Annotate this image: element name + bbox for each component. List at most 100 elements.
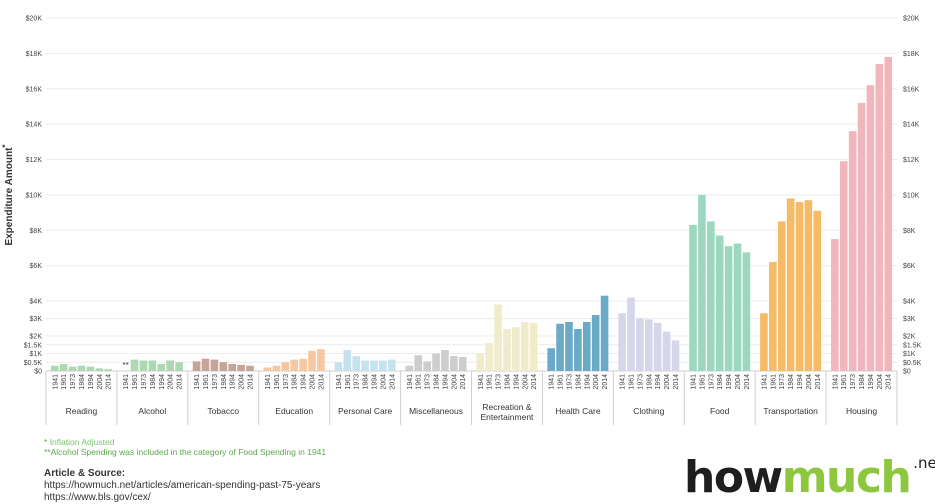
year-label-6-1: 1961 [487,374,494,390]
bar-6-5 [520,322,529,371]
bar-0-4 [86,366,95,371]
year-label-3-1: 1961 [274,374,281,390]
bar-6-6 [529,322,538,371]
year-label-1-3: 1984 [150,374,157,390]
year-label-0-3: 1984 [79,374,86,390]
y-tick-left-12: $16K [26,86,43,93]
source-link-bls[interactable]: https://www.bls.gov/cex/ [44,492,151,503]
y-tick-right-4: $2K [903,334,916,341]
bar-2-1 [201,358,210,371]
y-tick-left-7: $6K [30,263,43,270]
year-label-0-4: 1994 [88,374,95,390]
year-label-7-2: 1973 [566,374,573,390]
year-label-1-2: 1973 [141,374,148,390]
year-label-8-2: 1973 [637,374,644,390]
howmuch-logo[interactable]: howmuch.net [684,452,935,503]
y-tick-right-1: $0.5K [903,360,922,367]
bar-7-6 [600,295,609,371]
bar-8-5 [662,331,671,371]
y-tick-right-8: $8K [903,228,916,235]
bar-7-5 [591,315,600,371]
year-label-11-6: 2014 [886,374,893,390]
bar-1-6 [175,362,183,371]
year-label-4-3: 1984 [363,374,370,390]
bar-11-5 [875,63,884,372]
bar-11-6 [884,56,893,371]
y-tick-left-14: $20K [26,16,43,23]
source-title: Article & Source: [44,468,126,479]
bar-7-1 [556,323,564,371]
y-tick-left-8: $8K [30,228,43,235]
year-label-5-5: 2004 [451,374,458,390]
bar-3-5 [308,350,316,371]
source-link-article[interactable]: https://howmuch.net/articles/american-sp… [44,480,321,491]
bar-10-1 [769,262,777,371]
logo-how: how [684,452,783,503]
year-label-9-4: 1994 [726,374,733,390]
year-label-6-5: 2004 [522,374,529,390]
bar-11-2 [848,131,857,371]
year-label-2-5: 2004 [239,374,246,390]
y-tick-left-9: $10K [26,192,43,199]
year-label-2-6: 2014 [247,374,254,390]
year-label-11-3: 1984 [859,374,866,390]
year-label-9-3: 1984 [717,374,724,390]
bar-11-4 [866,85,875,372]
bar-10-5 [804,200,813,371]
logo-much: much [781,452,912,503]
group-label-4: Personal Care [338,406,393,416]
y-tick-left-0: $0 [34,369,42,376]
y-tick-left-1: $0.5K [24,360,43,367]
bar-8-4 [653,322,662,371]
year-label-0-2: 1973 [70,374,77,390]
bar-10-0 [760,313,768,371]
bar-8-3 [644,319,653,371]
year-label-7-5: 2004 [593,374,600,390]
bar-5-2 [423,361,431,371]
year-label-10-1: 1961 [770,374,777,390]
bar-3-0 [263,367,272,371]
bar-1-5 [166,360,174,371]
bar-8-2 [636,318,644,371]
group-label-8: Clothing [633,406,664,416]
bar-7-4 [582,322,591,371]
bar-10-3 [786,198,795,371]
bar-1-3 [148,360,157,371]
year-label-3-0: 1941 [265,374,272,390]
year-label-10-0: 1941 [761,374,768,390]
group-label-6-1: Entertainment [480,412,534,422]
bar-4-1 [343,350,352,371]
year-label-4-1: 1961 [345,374,352,390]
footnotes: * Inflation Adjusted **Alcohol Spending … [44,437,326,457]
year-label-10-2: 1973 [779,374,786,390]
spending-chart: $0 $0$0.5K $0.5K$1K $1K$1.5K $1.5K$2K $2K$3K $… [1,16,922,425]
year-label-6-3: 1984 [504,374,511,390]
group-label-7: Health Care [555,406,601,416]
bar-2-6 [246,365,254,371]
year-label-3-3: 1984 [292,374,299,390]
bar-6-3 [503,329,511,371]
year-label-11-1: 1961 [841,374,848,390]
year-label-3-6: 2014 [318,374,325,390]
year-label-9-5: 2004 [735,374,742,390]
bar-3-2 [281,362,290,371]
bar-5-3 [432,353,440,371]
year-label-6-4: 1994 [513,374,520,390]
year-label-10-6: 2014 [815,374,822,390]
source-block: Article & Source: https://howmuch.net/ar… [44,468,320,504]
year-label-6-2: 1973 [496,374,503,390]
y-tick-left-10: $12K [26,157,43,164]
year-label-2-3: 1984 [221,374,228,390]
y-tick-right-14: $20K [903,16,920,23]
y-tick-right-5: $3K [903,316,916,323]
footnote-alcohol: Alcohol Spending was included in the cat… [50,447,327,457]
y-tick-left-6: $4K [30,299,43,306]
bar-9-5 [733,243,742,371]
year-label-8-0: 1941 [620,374,627,390]
year-label-9-1: 1961 [699,374,706,390]
bar-2-3 [219,362,228,371]
bar-4-2 [352,356,361,371]
bar-11-1 [839,161,848,371]
y-tick-left-3: $1.5K [24,342,43,349]
bar-4-6 [388,359,396,371]
